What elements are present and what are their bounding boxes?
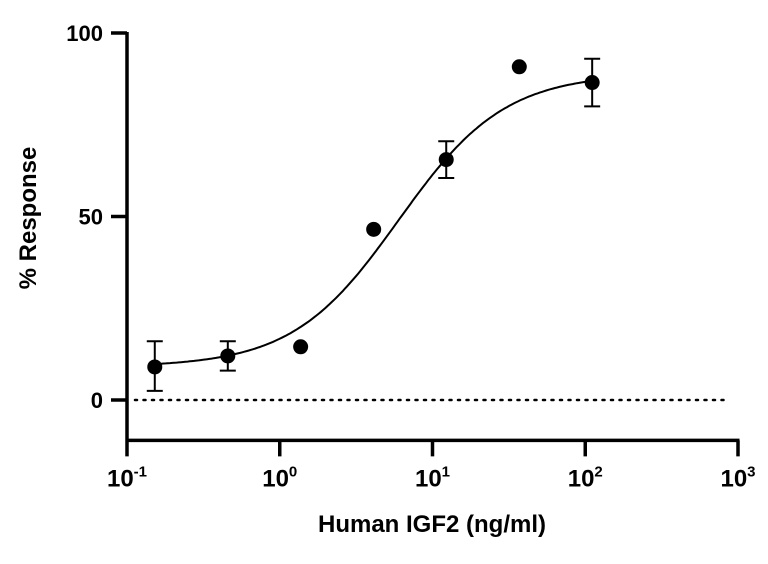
y-axis-label: % Response xyxy=(15,147,42,290)
axes xyxy=(125,32,740,443)
data-point xyxy=(147,359,163,375)
data-point xyxy=(293,339,309,355)
x-tick-label: 101 xyxy=(415,463,450,492)
data-point xyxy=(584,75,600,91)
x-tick-label: 10-1 xyxy=(107,463,147,492)
y-tick-label: 100 xyxy=(66,21,103,46)
x-tick-label: 103 xyxy=(720,463,755,492)
x-tick-label: 102 xyxy=(568,463,603,492)
data-point xyxy=(366,221,382,237)
y-tick-label: 0 xyxy=(91,388,103,413)
y-tick-label: 50 xyxy=(79,205,103,230)
x-tick-label: 100 xyxy=(262,463,297,492)
data-point xyxy=(438,152,454,168)
data-point xyxy=(220,348,236,364)
ticks: 0 50 100 10-1 100 101 102 103 xyxy=(66,21,755,492)
data-point xyxy=(511,59,527,75)
x-axis-label: Human IGF2 (ng/ml) xyxy=(318,511,546,538)
data-points xyxy=(146,57,601,392)
